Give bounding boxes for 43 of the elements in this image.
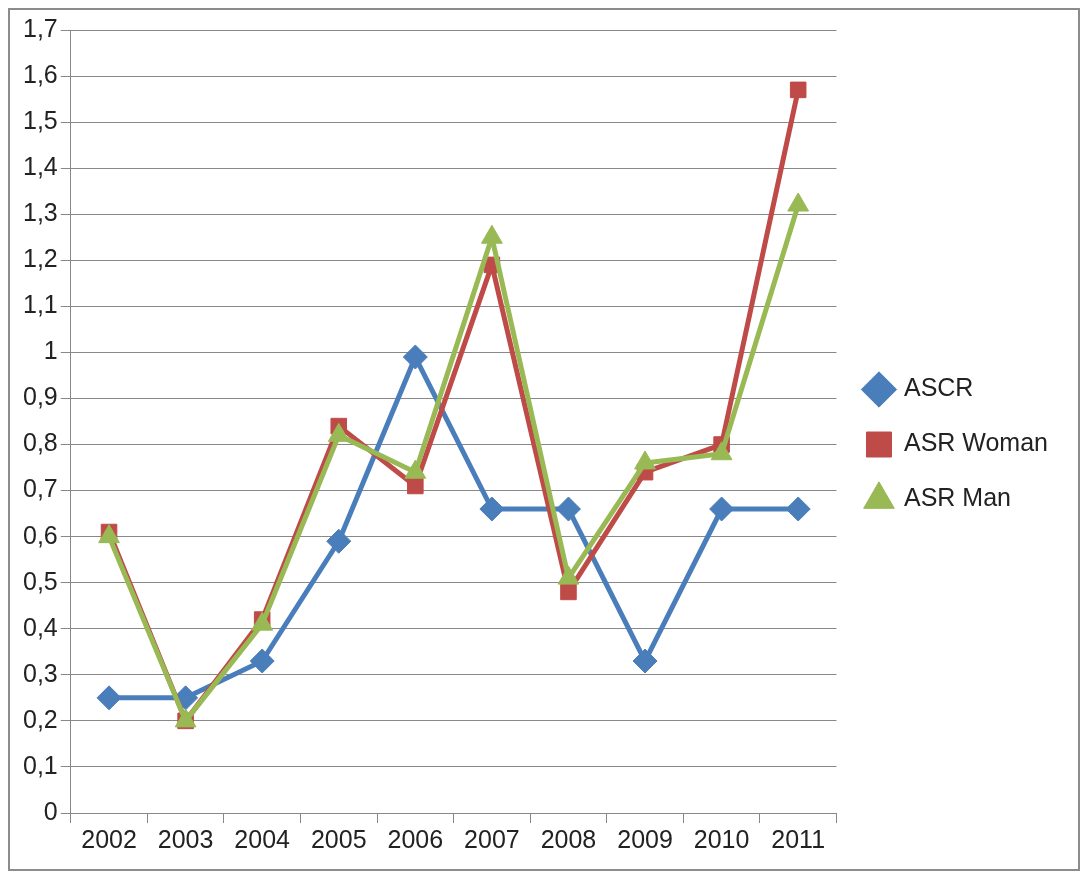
x-tick-label: 2006: [387, 824, 444, 853]
x-tick-label: 2011: [771, 824, 826, 853]
x-tick-label: 2005: [310, 824, 367, 853]
point: [555, 496, 581, 522]
legend-label: ASCR: [903, 373, 974, 402]
y-tick-label: 1,4: [22, 152, 58, 181]
y-tick-label: 0,5: [22, 566, 58, 595]
y-tick-label: 1,6: [22, 59, 58, 88]
y-tick-label: 0,1: [22, 750, 58, 779]
point: [249, 648, 275, 674]
y-tick-label: 0,2: [22, 704, 58, 733]
y-tick-label: 1: [43, 336, 58, 365]
y-tick-label: 0,7: [22, 474, 58, 503]
x-tick-label: 2007: [464, 824, 520, 853]
y-tick-label: 0,8: [22, 428, 58, 457]
x-tick-label: 2009: [617, 824, 673, 853]
point: [789, 81, 807, 99]
point: [709, 496, 735, 522]
legend-label: ASR Man: [903, 483, 1011, 512]
x-tick-label: 2010: [693, 824, 750, 853]
y-tick-label: 0,4: [22, 612, 58, 641]
legend-label: ASR Woman: [903, 428, 1048, 457]
y-tick-label: 1,2: [22, 244, 58, 273]
x-tick-label: 2004: [234, 824, 291, 853]
point: [785, 496, 811, 522]
y-tick-label: 1,7: [22, 13, 58, 42]
y-tick-label: 0,9: [22, 382, 58, 411]
point: [407, 477, 424, 495]
point: [326, 528, 352, 554]
x-tick-label: 2003: [157, 824, 214, 853]
y-tick-label: 1,1: [22, 290, 58, 319]
y-tick-label: 0: [43, 796, 58, 825]
x-tick-label: 2008: [540, 824, 597, 853]
y-tick-label: 0,3: [22, 658, 58, 687]
point: [96, 685, 122, 711]
point: [632, 648, 658, 674]
x-tick-label: 2002: [81, 824, 137, 853]
y-tick-label: 1,5: [22, 106, 58, 135]
y-tick-label: 0,6: [22, 520, 58, 549]
point: [479, 496, 505, 522]
point: [402, 344, 428, 370]
y-tick-label: 1,3: [22, 198, 58, 227]
point: [560, 583, 577, 601]
